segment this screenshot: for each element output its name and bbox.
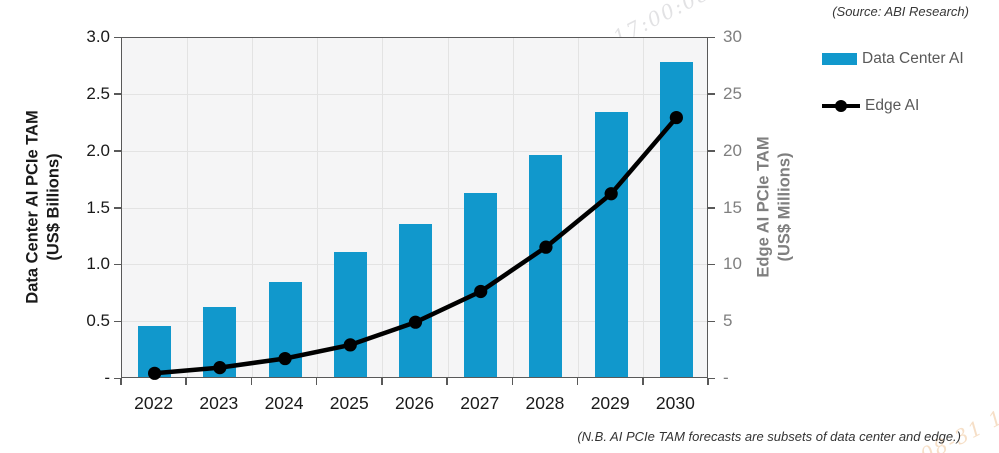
bar-data-center-ai	[529, 155, 563, 377]
v-gridline	[578, 38, 580, 377]
v-gridline	[317, 38, 319, 377]
x-axis-tick-mark	[185, 378, 187, 385]
bar-data-center-ai	[399, 223, 432, 377]
right-axis-tick-label: -	[723, 368, 729, 387]
edge-ai-point	[669, 110, 683, 125]
legend-label: Data Center AI	[862, 50, 964, 67]
x-axis-tick-mark	[707, 378, 709, 385]
right-axis-tick-label: 10	[723, 254, 742, 274]
edge-ai-point	[604, 187, 618, 201]
source-note: (Source: ABI Research)	[832, 4, 969, 19]
right-axis-tick-mark	[708, 377, 715, 379]
right-axis-tick-mark	[708, 36, 715, 38]
left-axis-tick-mark	[114, 93, 121, 95]
x-axis-tick-mark	[250, 378, 253, 385]
left-axis-title-line1: Data Center AI PCIe TAM	[23, 110, 42, 304]
right-axis-tick-mark	[708, 263, 715, 266]
x-axis-category-label: 2023	[199, 393, 239, 413]
left-axis-tick-label: -	[104, 368, 110, 387]
left-axis-tick-mark	[114, 320, 121, 323]
left-axis-tick-label: 1.5	[86, 197, 110, 217]
x-axis-tick-mark	[511, 378, 514, 385]
x-axis-tick-mark	[381, 378, 383, 385]
left-axis-tick-label: 0.5	[86, 311, 110, 331]
v-gridline	[382, 38, 384, 377]
right-axis-tick-mark	[708, 207, 715, 209]
legend-line-dot-icon	[835, 100, 847, 112]
v-gridline	[447, 38, 449, 377]
legend-label: Edge AI	[865, 97, 920, 114]
right-axis-tick-label: 25	[723, 83, 742, 103]
footnote: (N.B. AI PCIe TAM forecasts are subsets …	[577, 429, 961, 444]
v-gridline	[643, 38, 645, 377]
left-axis-tick-mark	[114, 377, 121, 379]
x-axis-tick-mark	[642, 378, 644, 385]
left-axis-tick-mark	[114, 36, 121, 38]
x-axis-category-label: 2026	[395, 393, 434, 413]
left-axis-tick-label: 2.0	[86, 140, 110, 160]
left-axis-tick-mark	[114, 207, 121, 209]
v-gridline	[251, 38, 253, 377]
v-gridline	[186, 38, 188, 377]
h-gridline	[122, 150, 707, 152]
v-gridline	[512, 38, 514, 377]
right-axis-tick-label: 15	[723, 197, 742, 217]
right-axis-tick-label: 30	[723, 27, 742, 46]
x-axis-category-label: 2024	[264, 393, 304, 413]
right-axis-tick-label: 5	[723, 311, 733, 331]
edge-ai-point	[343, 338, 357, 352]
edge-ai-point	[474, 284, 488, 299]
x-axis-category-label: 2025	[329, 393, 369, 413]
x-axis-category-label: 2029	[590, 393, 630, 413]
edge-ai-point	[278, 351, 292, 366]
x-axis-tick-mark	[120, 378, 122, 385]
x-axis-category-label: 2030	[655, 393, 695, 413]
legend-line-swatch-icon	[822, 100, 860, 112]
left-axis-tick-mark	[114, 150, 121, 152]
right-axis-tick-mark	[708, 150, 715, 152]
legend-item-edge-ai: Edge AI	[822, 93, 964, 119]
x-axis-tick-mark	[576, 378, 579, 385]
x-axis-tick-mark	[446, 378, 448, 385]
edge-ai-point	[539, 240, 553, 254]
x-axis-category-label: 2028	[525, 393, 565, 413]
h-gridline	[122, 207, 707, 209]
legend: Data Center AI Edge AI	[822, 46, 964, 119]
x-axis-tick-mark	[315, 378, 318, 385]
right-axis-tick-label: 20	[723, 140, 742, 160]
bar-data-center-ai	[333, 251, 367, 377]
left-axis-tick-mark	[114, 263, 121, 266]
right-axis-tick-mark	[708, 320, 715, 323]
h-gridline	[122, 93, 707, 95]
right-axis-tick-mark	[708, 93, 715, 95]
plot-area	[121, 37, 708, 380]
left-axis-tick-label: 2.5	[86, 83, 110, 103]
edge-ai-line-layer	[148, 110, 683, 380]
left-axis-tick-label: 1.0	[86, 254, 110, 274]
edge-ai-point	[148, 366, 162, 380]
right-axis-title-line2: (US$ Millions)	[776, 152, 794, 262]
legend-item-data-center-ai: Data Center AI	[822, 46, 964, 72]
x-axis-category-label: 2022	[134, 393, 174, 413]
edge-ai-point	[213, 361, 227, 375]
legend-bar-swatch-icon	[822, 53, 857, 65]
left-axis-tick-label: 3.0	[86, 27, 110, 46]
bar-data-center-ai	[594, 112, 628, 377]
edge-ai-line	[154, 116, 679, 376]
x-axis-category-label: 2027	[460, 393, 500, 413]
edge-ai-point	[408, 315, 423, 329]
